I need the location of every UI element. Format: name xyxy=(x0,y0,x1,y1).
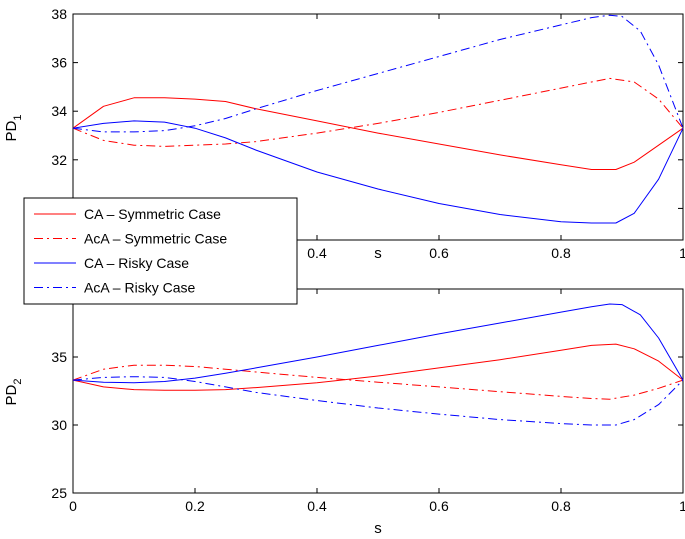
legend-label-1: CA – Symmetric Case xyxy=(84,206,221,222)
bottom-y-tick-label: 30 xyxy=(51,417,67,433)
top-y-axis-label: PD1 xyxy=(3,115,24,142)
top-x-tick-label: 0.6 xyxy=(429,245,449,261)
top-series-lines xyxy=(72,14,684,224)
bottom-series-lines xyxy=(72,303,684,426)
bottom-y-axis-label-main: PD xyxy=(3,384,20,405)
top-y-tick-label: 36 xyxy=(51,55,67,71)
bottom-axis-ticks: 0 0.2 0.4 0.6 0.8 1 25 30 35 xyxy=(51,289,685,514)
bottom-x-axis-label: s xyxy=(374,520,382,537)
bottom-series-line-1 xyxy=(72,343,684,391)
top-x-tick-label: 0.8 xyxy=(551,245,571,261)
top-x-tick-label: 1 xyxy=(679,245,685,261)
bottom-series-line-4 xyxy=(72,376,684,426)
bottom-series-line-3 xyxy=(72,303,684,384)
bottom-x-tick-label: 0.2 xyxy=(185,498,205,514)
top-series-line-3 xyxy=(72,120,684,224)
top-y-tick-label: 38 xyxy=(51,6,67,22)
legend-items: CA – Symmetric Case AcA – Symmetric Case C… xyxy=(34,206,227,296)
legend-label-3: CA – Risky Case xyxy=(84,255,189,271)
legend-label-4: AcA – Risky Case xyxy=(84,280,195,296)
top-x-tick-label: 0.4 xyxy=(307,245,327,261)
bottom-subplot: 0 0.2 0.4 0.6 0.8 1 25 30 35 s PD2 xyxy=(3,288,685,537)
bottom-y-tick-label: 35 xyxy=(51,349,67,365)
top-series-line-4 xyxy=(72,14,684,133)
bottom-plot-frame xyxy=(72,288,684,494)
bottom-x-tick-label: 0.6 xyxy=(429,498,449,514)
bottom-series-line-2 xyxy=(72,364,684,400)
bottom-x-tick-label: 0.4 xyxy=(307,498,327,514)
top-series-line-2 xyxy=(72,77,684,147)
bottom-x-tick-label: 1 xyxy=(679,498,685,514)
legend: CA – Symmetric Case AcA – Symmetric Case C… xyxy=(23,197,298,305)
top-y-axis-label-subscript: 1 xyxy=(12,115,24,121)
top-y-tick-label: 34 xyxy=(51,103,67,119)
legend-label-2: AcA – Symmetric Case xyxy=(84,231,227,247)
bottom-y-axis-label-subscript: 2 xyxy=(12,379,24,385)
bottom-y-axis-label: PD2 xyxy=(3,379,24,406)
top-series-line-1 xyxy=(72,97,684,170)
top-x-axis-label: s xyxy=(374,245,382,262)
legend-box xyxy=(23,197,298,305)
bottom-x-tick-label: 0 xyxy=(69,498,77,514)
top-y-axis-label-main: PD xyxy=(3,120,20,141)
top-y-tick-label: 32 xyxy=(51,152,67,168)
bottom-y-tick-label: 25 xyxy=(51,485,67,501)
bottom-x-tick-label: 0.8 xyxy=(551,498,571,514)
